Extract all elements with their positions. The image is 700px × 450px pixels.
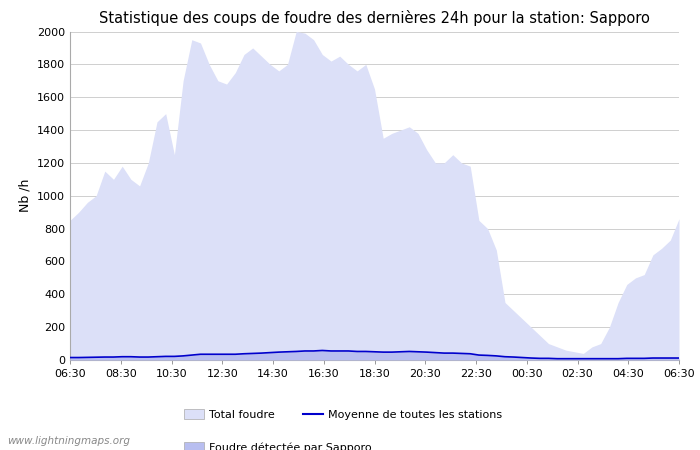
Legend: Foudre détectée par Sapporo: Foudre détectée par Sapporo bbox=[179, 438, 376, 450]
Title: Statistique des coups de foudre des dernières 24h pour la station: Sapporo: Statistique des coups de foudre des dern… bbox=[99, 10, 650, 26]
Text: www.lightningmaps.org: www.lightningmaps.org bbox=[7, 436, 130, 446]
Y-axis label: Nb /h: Nb /h bbox=[18, 179, 32, 212]
